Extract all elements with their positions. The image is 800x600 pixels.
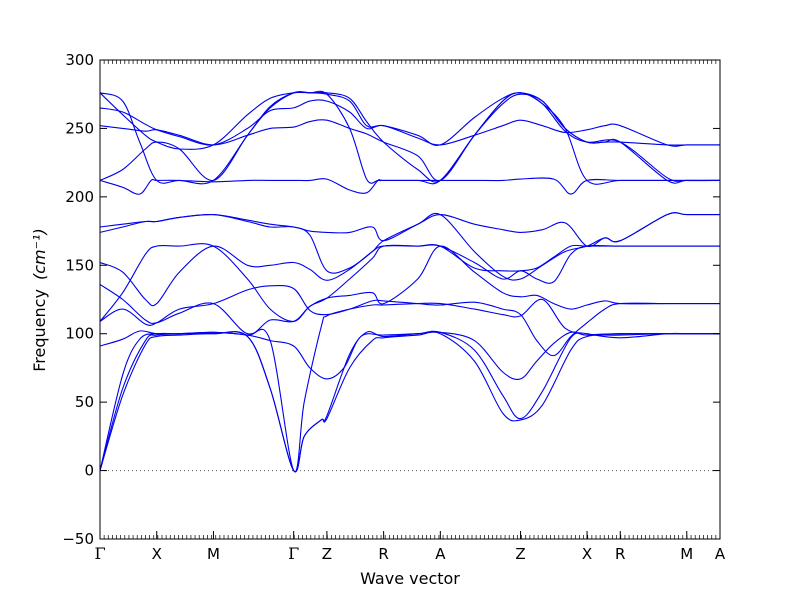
band-line-16 [99, 91, 720, 184]
x-axis-label: Wave vector [360, 569, 460, 588]
kpoint-label-3: M [207, 545, 220, 563]
kpoint-label-2: X [152, 545, 162, 563]
kpoint-label-12: A [715, 545, 726, 563]
kpoint-label-6: R [378, 545, 388, 563]
y-tick-label: 0 [84, 462, 94, 480]
band-lines [99, 90, 721, 473]
kpoint-label-1: Γ [94, 544, 105, 563]
y-tick-label: −50 [62, 530, 94, 548]
kpoint-label-10: R [615, 545, 625, 563]
kpoint-label-4: Γ [288, 544, 299, 563]
kpoint-label-5: Z [322, 545, 332, 563]
y-axis-unit: (cm⁻¹) [30, 228, 49, 280]
band-line-4 [99, 330, 720, 381]
band-line-6 [99, 245, 720, 335]
y-tick-label: 300 [65, 51, 94, 69]
band-line-1 [99, 331, 720, 473]
y-tick-label: 150 [65, 256, 94, 274]
y-tick-label: 50 [75, 393, 94, 411]
kpoint-label-7: A [435, 545, 446, 563]
y-tick-label: 250 [65, 119, 94, 137]
band-line-11 [99, 177, 720, 195]
y-axis-label: Frequency (cm⁻¹) [30, 228, 49, 371]
band-line-10 [99, 212, 721, 281]
band-line-12 [99, 90, 720, 185]
kpoint-label-9: X [582, 545, 592, 563]
kpoint-label-8: Z [515, 545, 525, 563]
y-tick-label: 100 [65, 325, 94, 343]
plot-frame [99, 59, 721, 540]
band-line-8 [99, 243, 720, 307]
kpoint-label-11: M [680, 545, 693, 563]
y-tick-label: 200 [65, 188, 94, 206]
